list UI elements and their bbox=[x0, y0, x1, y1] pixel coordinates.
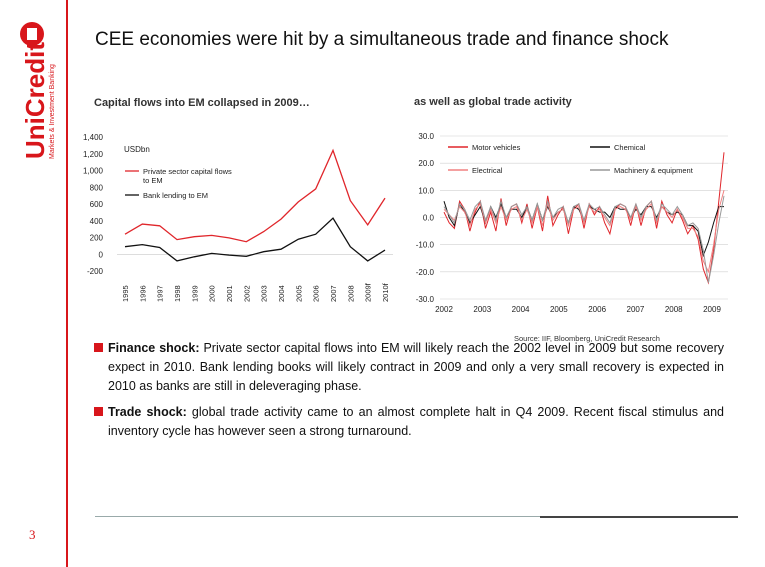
y-tick-label: -30.0 bbox=[416, 295, 435, 304]
x-tick-label: 2003 bbox=[473, 305, 491, 314]
footer-rule bbox=[95, 516, 738, 517]
x-tick-label: 2005 bbox=[294, 285, 303, 302]
x-tick-label: 1998 bbox=[173, 285, 182, 302]
x-tick-label: 2005 bbox=[550, 305, 568, 314]
x-tick-label: 2007 bbox=[627, 305, 645, 314]
y-tick-label: 1,200 bbox=[83, 150, 104, 159]
y-tick-label: 10.0 bbox=[418, 186, 434, 195]
series-line bbox=[443, 190, 725, 274]
legend-label: Private sector capital flows to EM bbox=[143, 167, 232, 185]
x-tick-label: 2009f bbox=[364, 282, 373, 302]
left-chart-heading: Capital flows into EM collapsed in 2009… bbox=[94, 97, 310, 109]
y-tick-label: 1,000 bbox=[83, 167, 104, 176]
legend-label: Chemical bbox=[614, 143, 646, 152]
y-tick-label: 600 bbox=[90, 200, 104, 209]
capital-flows-chart: -200 0 200 400 600 800 1,000 1,200 1,400 USDbn 199… bbox=[83, 133, 393, 302]
x-tick-label: 2009 bbox=[703, 305, 721, 314]
x-tick-label: 2010f bbox=[381, 282, 390, 302]
source-note: Source: IIF, Bloomberg, UniCredit Resear… bbox=[514, 334, 660, 343]
y-tick-label: 0.0 bbox=[423, 214, 435, 223]
x-tick-label: 2001 bbox=[225, 285, 234, 302]
x-tick-label: 1999 bbox=[190, 285, 199, 302]
y-tick-label: 1,400 bbox=[83, 133, 104, 142]
y-tick-label: -20.0 bbox=[416, 268, 435, 277]
bullet-trade-shock: Trade shock: global trade activity came … bbox=[94, 403, 724, 441]
unicredit-logo: UniCredit Markets & Investment Banking bbox=[20, 22, 56, 159]
brand-sidebar: UniCredit Markets & Investment Banking 3 bbox=[0, 0, 68, 567]
legend-label: Bank lending to EM bbox=[143, 191, 208, 200]
y-tick-label: 30.0 bbox=[418, 132, 434, 141]
x-tick-label: 2003 bbox=[260, 285, 269, 302]
series-line bbox=[124, 148, 386, 243]
sidebar-rule bbox=[66, 0, 68, 567]
y-tick-label: 800 bbox=[90, 183, 104, 192]
x-tick-label: 2004 bbox=[277, 285, 286, 302]
x-tick-label: 2006 bbox=[312, 285, 321, 302]
y-tick-label: -200 bbox=[87, 267, 104, 276]
y-tick-label: 20.0 bbox=[418, 159, 434, 168]
page-number: 3 bbox=[29, 527, 36, 542]
y-tick-label: 400 bbox=[90, 217, 104, 226]
bullet-marker bbox=[94, 407, 103, 416]
series-line bbox=[124, 217, 386, 262]
bullet-label: Trade shock: bbox=[108, 405, 187, 419]
x-tick-label: 1997 bbox=[156, 285, 165, 302]
right-chart-heading: as well as global trade activity bbox=[414, 96, 572, 108]
brand-tagline: Markets & Investment Banking bbox=[49, 64, 56, 159]
bullet-text: Private sector capital flows into EM wil… bbox=[108, 341, 725, 393]
x-tick-label: 2004 bbox=[512, 305, 530, 314]
bullet-label: Finance shock: bbox=[108, 341, 200, 355]
bullet-finance-shock: Finance shock: Private sector capital fl… bbox=[94, 339, 724, 396]
x-tick-label: 2002 bbox=[435, 305, 453, 314]
legend-label: Electrical bbox=[472, 166, 503, 175]
unit-label: USDbn bbox=[124, 145, 150, 154]
bullet-text: global trade activity came to an almost … bbox=[108, 405, 724, 438]
bullet-list: Finance shock: Private sector capital fl… bbox=[94, 339, 724, 448]
legend-label: Motor vehicles bbox=[472, 143, 521, 152]
page-title: CEE economies were hit by a simultaneous… bbox=[95, 29, 669, 50]
series-line bbox=[443, 195, 725, 283]
brand-name: UniCredit bbox=[20, 42, 50, 159]
trade-activity-chart: -30.0 -20.0 -10.0 0.0 10.0 20.0 30.0 2002 2003 20… bbox=[416, 132, 728, 314]
x-tick-label: 1996 bbox=[138, 285, 147, 302]
footer-rule-accent bbox=[540, 516, 738, 518]
x-tick-label: 2000 bbox=[208, 285, 217, 302]
x-tick-label: 2008 bbox=[665, 305, 683, 314]
x-tick-label: 2006 bbox=[588, 305, 606, 314]
y-tick-label: 0 bbox=[99, 250, 104, 259]
x-tick-label: 1995 bbox=[121, 285, 130, 302]
y-tick-label: -10.0 bbox=[416, 241, 435, 250]
y-tick-label: 200 bbox=[90, 234, 104, 243]
legend-label: Machinery & equipment bbox=[614, 166, 694, 175]
x-tick-label: 2008 bbox=[346, 285, 355, 302]
bullet-marker bbox=[94, 343, 103, 352]
x-tick-label: 2002 bbox=[242, 285, 251, 302]
x-tick-label: 2007 bbox=[329, 285, 338, 302]
